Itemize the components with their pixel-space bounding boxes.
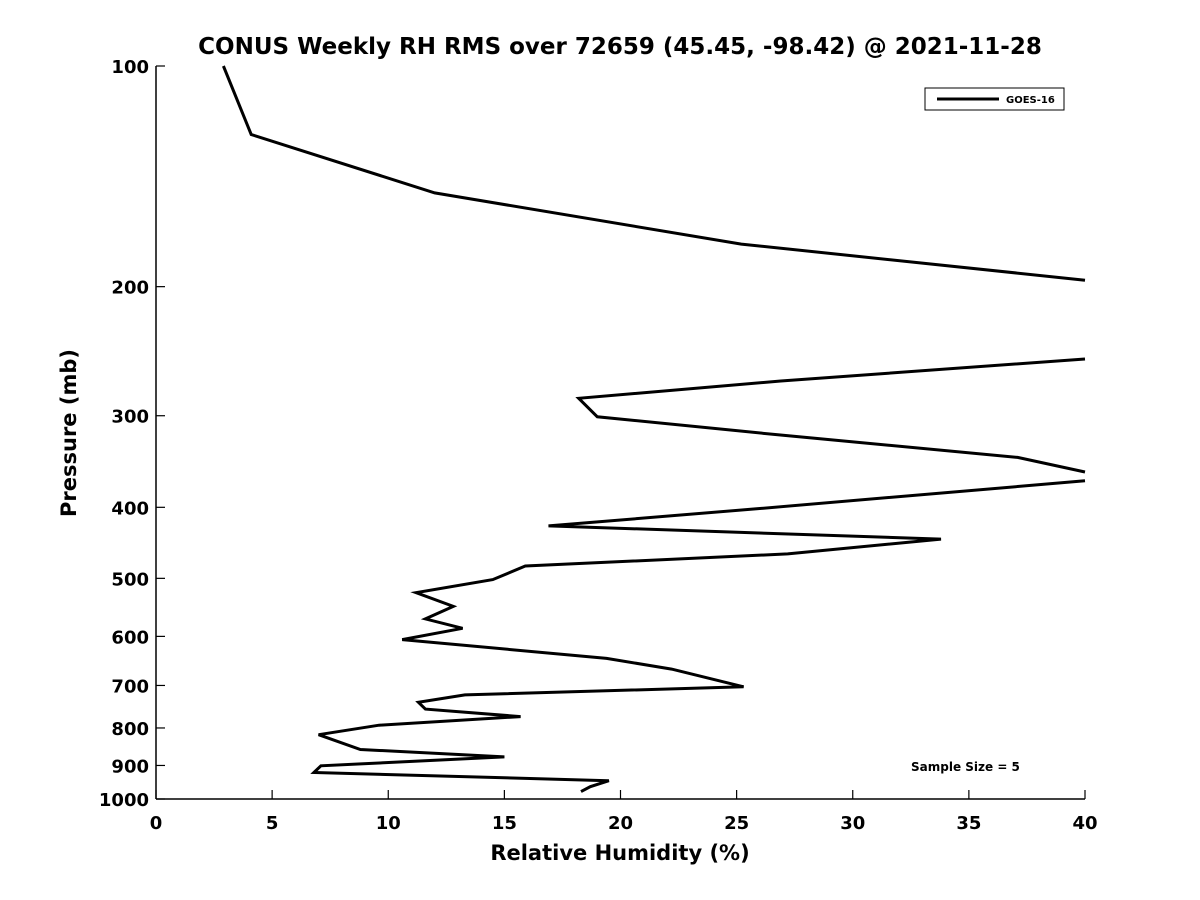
x-axis-label: Relative Humidity (%) [490, 841, 749, 865]
x-tick-label: 25 [724, 813, 749, 834]
x-axis-ticks: 0 5 10 15 20 25 30 35 40 [150, 790, 1098, 834]
legend-entry-goes-16: GOES-16 [1006, 95, 1055, 106]
x-tick-label: 0 [150, 813, 163, 834]
series-line-goes-16-segment-3 [310, 479, 1086, 793]
x-tick-label: 15 [492, 813, 517, 834]
y-tick-label: 200 [111, 278, 149, 299]
legend: GOES-16 [924, 87, 1065, 111]
series-line-goes-16-segment-1 [222, 65, 1086, 282]
y-tick-label: 900 [111, 756, 149, 777]
series-layer [222, 65, 1086, 793]
x-tick-label: 20 [608, 813, 633, 834]
y-tick-label: 1000 [99, 790, 149, 811]
x-tick-label: 5 [266, 813, 279, 834]
plot-area: 0 5 10 15 20 25 30 35 40 100 200 300 400 500 600 700 80… [99, 57, 1098, 834]
y-tick-label: 300 [111, 407, 149, 428]
x-tick-label: 30 [840, 813, 865, 834]
y-tick-label: 600 [111, 627, 149, 648]
y-axis-label: Pressure (mb) [57, 349, 81, 517]
series-line-goes-16-segment-2 [575, 357, 1086, 474]
y-tick-label: 700 [111, 676, 149, 697]
y-tick-label: 500 [111, 569, 149, 590]
x-tick-label: 35 [956, 813, 981, 834]
x-tick-label: 10 [376, 813, 401, 834]
y-tick-label: 100 [111, 57, 149, 78]
sample-size-annotation: Sample Size = 5 [911, 760, 1020, 774]
x-tick-label: 40 [1072, 813, 1097, 834]
y-tick-label: 800 [111, 719, 149, 740]
y-axis-ticks: 100 200 300 400 500 600 700 800 900 1000 [99, 57, 165, 811]
axes-layer: 0 5 10 15 20 25 30 35 40 100 200 300 400 500 600 700 80… [99, 57, 1098, 834]
y-tick-label: 400 [111, 498, 149, 519]
chart-title: CONUS Weekly RH RMS over 72659 (45.45, -… [198, 34, 1042, 60]
